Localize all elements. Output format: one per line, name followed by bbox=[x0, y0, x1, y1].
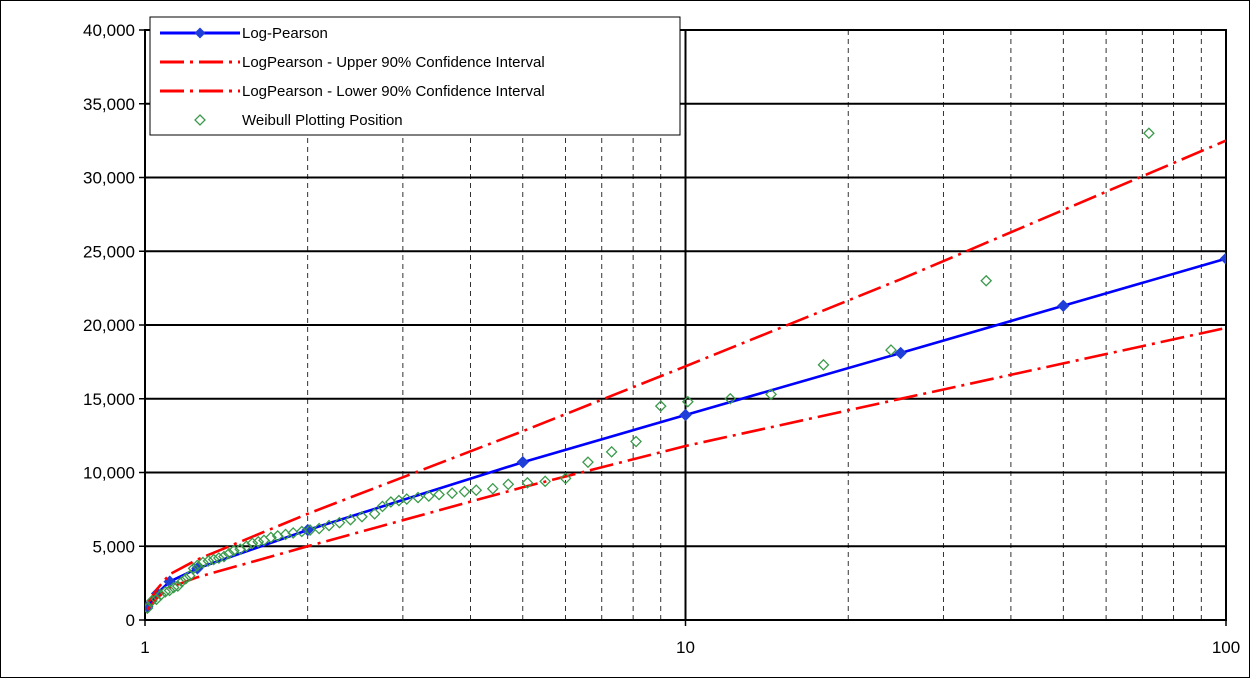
data-point bbox=[183, 569, 196, 582]
data-point bbox=[1057, 299, 1070, 313]
axis-layer: 0 5,000 10,000 15,000 20,000 25,000 30,000 35,0… bbox=[83, 21, 1240, 657]
data-point bbox=[980, 274, 993, 287]
data-point bbox=[681, 395, 694, 408]
data-point bbox=[252, 535, 265, 548]
data-point bbox=[817, 358, 830, 371]
data-point bbox=[163, 584, 176, 597]
data-point bbox=[446, 487, 459, 500]
data-point bbox=[159, 586, 172, 598]
data-point bbox=[356, 510, 368, 523]
data-point bbox=[539, 475, 552, 488]
data-point bbox=[486, 482, 499, 495]
data-point bbox=[344, 513, 357, 526]
data-point bbox=[582, 456, 594, 469]
data-point bbox=[171, 580, 184, 592]
data-point bbox=[146, 594, 158, 607]
data-point bbox=[1219, 252, 1226, 265]
data-point bbox=[154, 589, 167, 601]
series-layer bbox=[145, 127, 1226, 615]
data-point bbox=[304, 524, 316, 536]
data-point bbox=[323, 519, 335, 532]
data-point bbox=[654, 400, 667, 413]
data-point bbox=[412, 491, 424, 504]
data-point bbox=[246, 537, 259, 550]
legend-box bbox=[149, 16, 681, 136]
y-tick-label: 35,000 bbox=[83, 95, 135, 114]
data-point bbox=[218, 550, 230, 563]
x-tick-label: 100 bbox=[1212, 638, 1240, 657]
data-point bbox=[400, 493, 413, 505]
data-point bbox=[207, 553, 220, 566]
data-point bbox=[223, 547, 235, 560]
data-point bbox=[145, 602, 154, 615]
data-point bbox=[605, 445, 618, 458]
data-point bbox=[894, 346, 907, 360]
legend-item-weibull-plotting-position: Weibull Plotting Position bbox=[194, 112, 403, 129]
data-point bbox=[202, 555, 215, 567]
y-tick-label: 0 bbox=[126, 611, 135, 630]
data-point bbox=[724, 392, 737, 405]
data-point bbox=[885, 344, 897, 356]
legend-label: Weibull Plotting Position bbox=[242, 112, 403, 129]
data-point bbox=[212, 552, 225, 564]
legend-label: LogPearson - Upper 90% Confidence Interv… bbox=[242, 54, 545, 71]
data-point bbox=[191, 559, 204, 572]
data-point bbox=[630, 435, 642, 448]
data-point bbox=[240, 540, 253, 553]
data-point bbox=[679, 408, 692, 422]
y-tick-label: 20,000 bbox=[83, 316, 135, 335]
y-tick-label: 25,000 bbox=[83, 242, 135, 261]
legend-marker bbox=[194, 114, 206, 126]
data-point bbox=[227, 544, 240, 557]
data-point bbox=[502, 478, 515, 491]
y-tick-label: 15,000 bbox=[83, 390, 135, 409]
series-line bbox=[146, 139, 1226, 605]
legend-item-logpearson-upper-90-confidence-interval: LogPearson - Upper 90% Confidence Interv… bbox=[160, 54, 545, 71]
data-point bbox=[458, 485, 471, 498]
series-weibull-plotting-position bbox=[145, 127, 1155, 615]
data-point bbox=[313, 522, 326, 535]
data-point bbox=[175, 575, 188, 588]
data-point bbox=[167, 581, 180, 594]
y-tick-label: 40,000 bbox=[83, 21, 135, 40]
legend-label: Log-Pearson bbox=[242, 25, 328, 42]
legend: Log-Pearson LogPearson - Upper 90% Confid… bbox=[149, 16, 681, 136]
data-point bbox=[265, 531, 277, 544]
data-point bbox=[422, 490, 435, 503]
data-point bbox=[376, 500, 389, 513]
data-point bbox=[333, 516, 346, 529]
data-point bbox=[1142, 127, 1155, 140]
data-point bbox=[521, 476, 534, 489]
legend-item-logpearson-lower-90-confidence-interval: LogPearson - Lower 90% Confidence Interv… bbox=[160, 83, 545, 100]
data-point bbox=[187, 562, 200, 575]
data-point bbox=[516, 455, 530, 469]
legend-marker bbox=[194, 27, 206, 39]
data-point bbox=[368, 507, 381, 520]
x-tick-label: 10 bbox=[676, 638, 695, 657]
data-point bbox=[197, 556, 209, 569]
y-tick-label: 30,000 bbox=[83, 169, 135, 188]
data-point bbox=[433, 488, 445, 501]
data-point bbox=[179, 572, 192, 585]
y-tick-label: 5,000 bbox=[92, 537, 135, 556]
series-logpearson-upper-90-confidence-interval bbox=[146, 139, 1226, 605]
legend-label: LogPearson - Lower 90% Confidence Interv… bbox=[242, 83, 545, 100]
data-point bbox=[559, 472, 572, 485]
legend-item-log-pearson: Log-Pearson bbox=[160, 25, 328, 42]
data-point bbox=[150, 593, 163, 606]
y-tick-label: 10,000 bbox=[83, 464, 135, 483]
data-point bbox=[765, 388, 778, 401]
x-tick-label: 1 bbox=[140, 638, 149, 657]
data-point bbox=[470, 484, 483, 497]
